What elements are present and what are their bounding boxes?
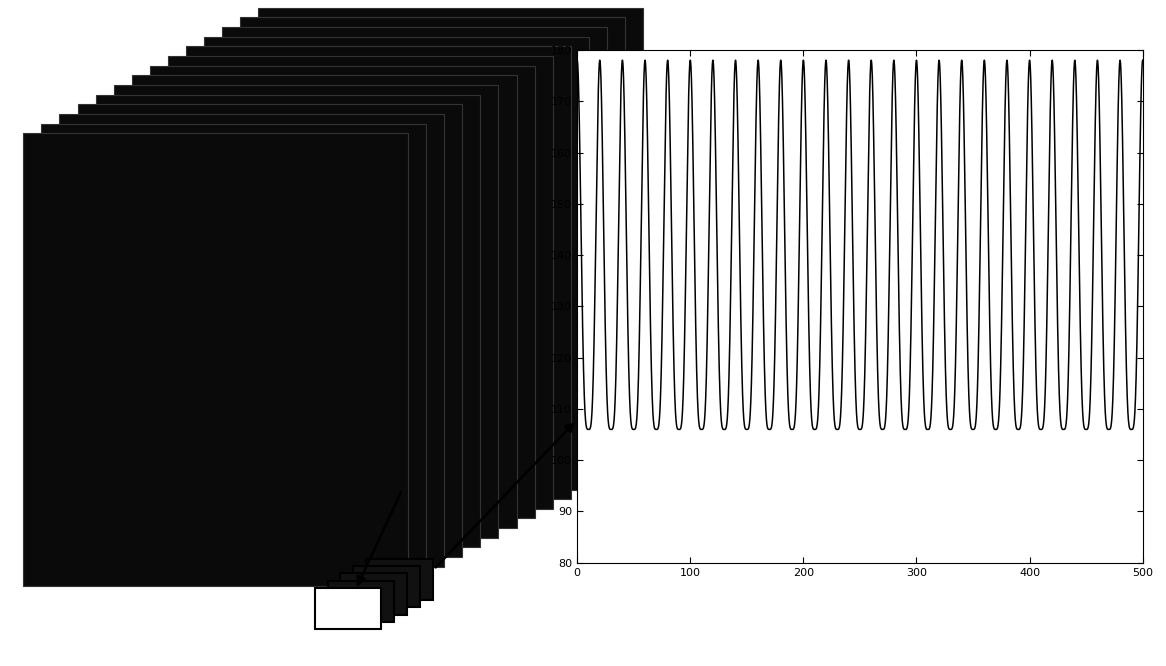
- Bar: [23, 133, 408, 586]
- Bar: [114, 85, 499, 538]
- Bar: [132, 75, 517, 528]
- Bar: [187, 46, 571, 500]
- Bar: [240, 17, 625, 470]
- Bar: [366, 559, 433, 600]
- Bar: [96, 95, 480, 547]
- Bar: [353, 566, 420, 607]
- Bar: [259, 7, 644, 461]
- Bar: [77, 104, 462, 557]
- Bar: [42, 124, 427, 576]
- Bar: [328, 581, 394, 622]
- Bar: [59, 114, 444, 567]
- Bar: [222, 27, 606, 480]
- Bar: [204, 37, 589, 490]
- Bar: [149, 65, 535, 518]
- Bar: [340, 573, 407, 615]
- Bar: [315, 588, 381, 629]
- Bar: [168, 56, 553, 509]
